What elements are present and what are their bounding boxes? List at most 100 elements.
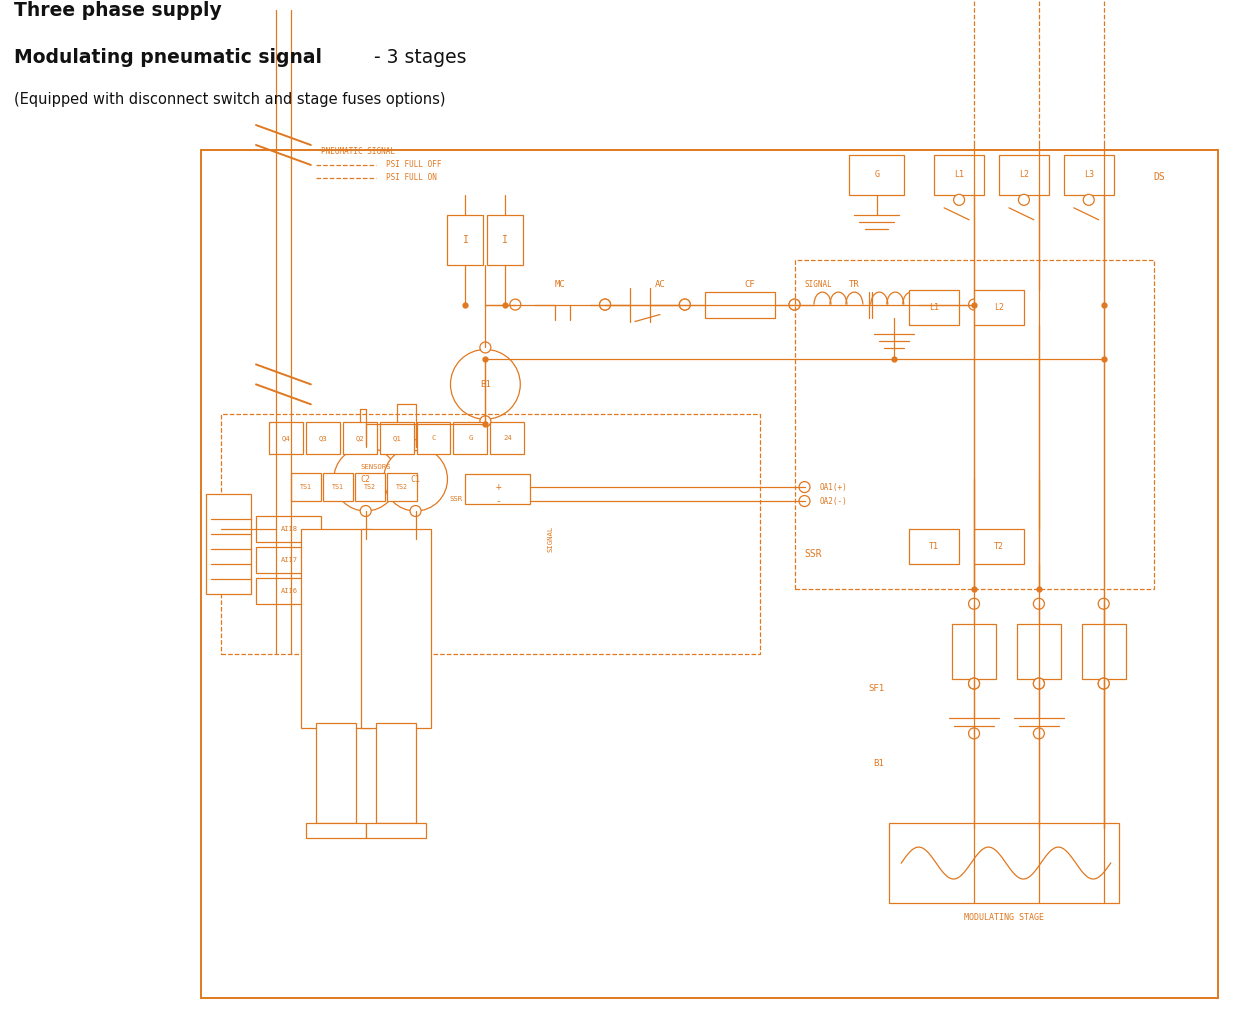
Text: T1: T1 — [929, 542, 940, 552]
Text: AC: AC — [654, 280, 666, 289]
Bar — [975, 529, 1023, 564]
Bar — [201, 150, 1218, 998]
Bar — [269, 422, 303, 454]
Text: B1: B1 — [480, 380, 490, 389]
Text: (Equipped with disconnect switch and stage fuses options): (Equipped with disconnect switch and sta… — [14, 93, 445, 107]
Circle shape — [410, 505, 422, 517]
Text: AI18: AI18 — [280, 526, 298, 532]
Text: G: G — [874, 171, 879, 179]
Bar — [889, 823, 1118, 903]
Circle shape — [679, 299, 691, 310]
Circle shape — [968, 728, 980, 739]
Circle shape — [450, 350, 520, 419]
Bar — [291, 473, 320, 501]
Circle shape — [1018, 194, 1030, 206]
Text: SENSORS: SENSORS — [360, 464, 392, 470]
Bar — [448, 215, 483, 264]
Bar — [453, 422, 488, 454]
Circle shape — [384, 448, 448, 511]
Bar — [704, 291, 774, 318]
Text: C2: C2 — [360, 474, 370, 484]
Circle shape — [953, 194, 965, 206]
Bar — [1063, 155, 1113, 194]
Circle shape — [789, 299, 801, 310]
Bar — [323, 473, 353, 501]
Bar — [952, 624, 996, 678]
Bar — [417, 422, 450, 454]
Text: - 3 stages: - 3 stages — [368, 48, 467, 67]
Circle shape — [1098, 678, 1110, 689]
Text: +: + — [495, 482, 502, 492]
Text: TS2: TS2 — [395, 484, 408, 490]
Circle shape — [789, 299, 801, 310]
Text: TR: TR — [849, 280, 859, 289]
Text: PSI FULL OFF: PSI FULL OFF — [385, 161, 442, 170]
Circle shape — [334, 448, 398, 511]
Bar — [355, 473, 384, 501]
Text: Three phase supply: Three phase supply — [14, 1, 221, 21]
Text: Q1: Q1 — [393, 435, 402, 441]
Bar — [256, 546, 320, 573]
Circle shape — [599, 299, 610, 310]
Bar — [849, 155, 904, 194]
Text: CF: CF — [744, 280, 756, 289]
Text: C: C — [432, 435, 435, 441]
Circle shape — [1098, 598, 1110, 609]
Circle shape — [1033, 598, 1045, 609]
Bar — [909, 529, 960, 564]
Text: L1: L1 — [929, 304, 940, 312]
Circle shape — [480, 416, 490, 427]
Text: T2: T2 — [995, 542, 1005, 552]
Circle shape — [1033, 678, 1045, 689]
Text: AI17: AI17 — [280, 557, 298, 563]
Circle shape — [799, 482, 809, 493]
Circle shape — [360, 439, 372, 451]
Text: I: I — [503, 235, 508, 245]
Bar — [794, 259, 1153, 589]
Text: AI16: AI16 — [280, 588, 298, 594]
Text: SF1: SF1 — [868, 684, 884, 693]
Bar — [365, 823, 425, 839]
Circle shape — [968, 299, 980, 310]
Text: SIGNAL: SIGNAL — [804, 280, 832, 289]
Text: L2: L2 — [995, 304, 1005, 312]
Text: Q4: Q4 — [281, 435, 290, 441]
Text: DS: DS — [1153, 172, 1166, 182]
Text: SSR: SSR — [449, 496, 463, 502]
Bar — [256, 578, 320, 604]
Text: L1: L1 — [955, 171, 965, 179]
Bar — [305, 422, 340, 454]
Text: -: - — [495, 496, 502, 506]
Text: SIGNAL: SIGNAL — [547, 526, 553, 553]
Bar — [206, 494, 251, 594]
Circle shape — [360, 505, 372, 517]
Bar — [305, 823, 365, 839]
Circle shape — [1033, 678, 1045, 689]
Bar — [375, 723, 415, 823]
Bar — [934, 155, 985, 194]
Bar — [301, 529, 370, 729]
Circle shape — [968, 598, 980, 609]
Circle shape — [510, 299, 520, 310]
Bar — [343, 422, 377, 454]
Bar — [1082, 624, 1126, 678]
Text: L3: L3 — [1083, 171, 1093, 179]
Text: 24: 24 — [503, 435, 512, 441]
Text: I: I — [463, 235, 468, 245]
Bar — [1000, 155, 1048, 194]
Circle shape — [968, 678, 980, 689]
Bar — [379, 422, 414, 454]
Circle shape — [599, 299, 610, 310]
Text: G: G — [468, 435, 473, 441]
Bar — [360, 529, 430, 729]
Bar — [909, 289, 960, 324]
Bar — [256, 516, 320, 542]
Text: L2: L2 — [1018, 171, 1028, 179]
Text: PSI FULL ON: PSI FULL ON — [385, 174, 437, 182]
Text: PNEUMATIC SIGNAL: PNEUMATIC SIGNAL — [320, 147, 395, 156]
Text: Q2: Q2 — [355, 435, 364, 441]
Circle shape — [410, 439, 422, 451]
Circle shape — [799, 496, 809, 506]
Text: MC: MC — [554, 280, 565, 289]
Bar — [221, 415, 759, 653]
